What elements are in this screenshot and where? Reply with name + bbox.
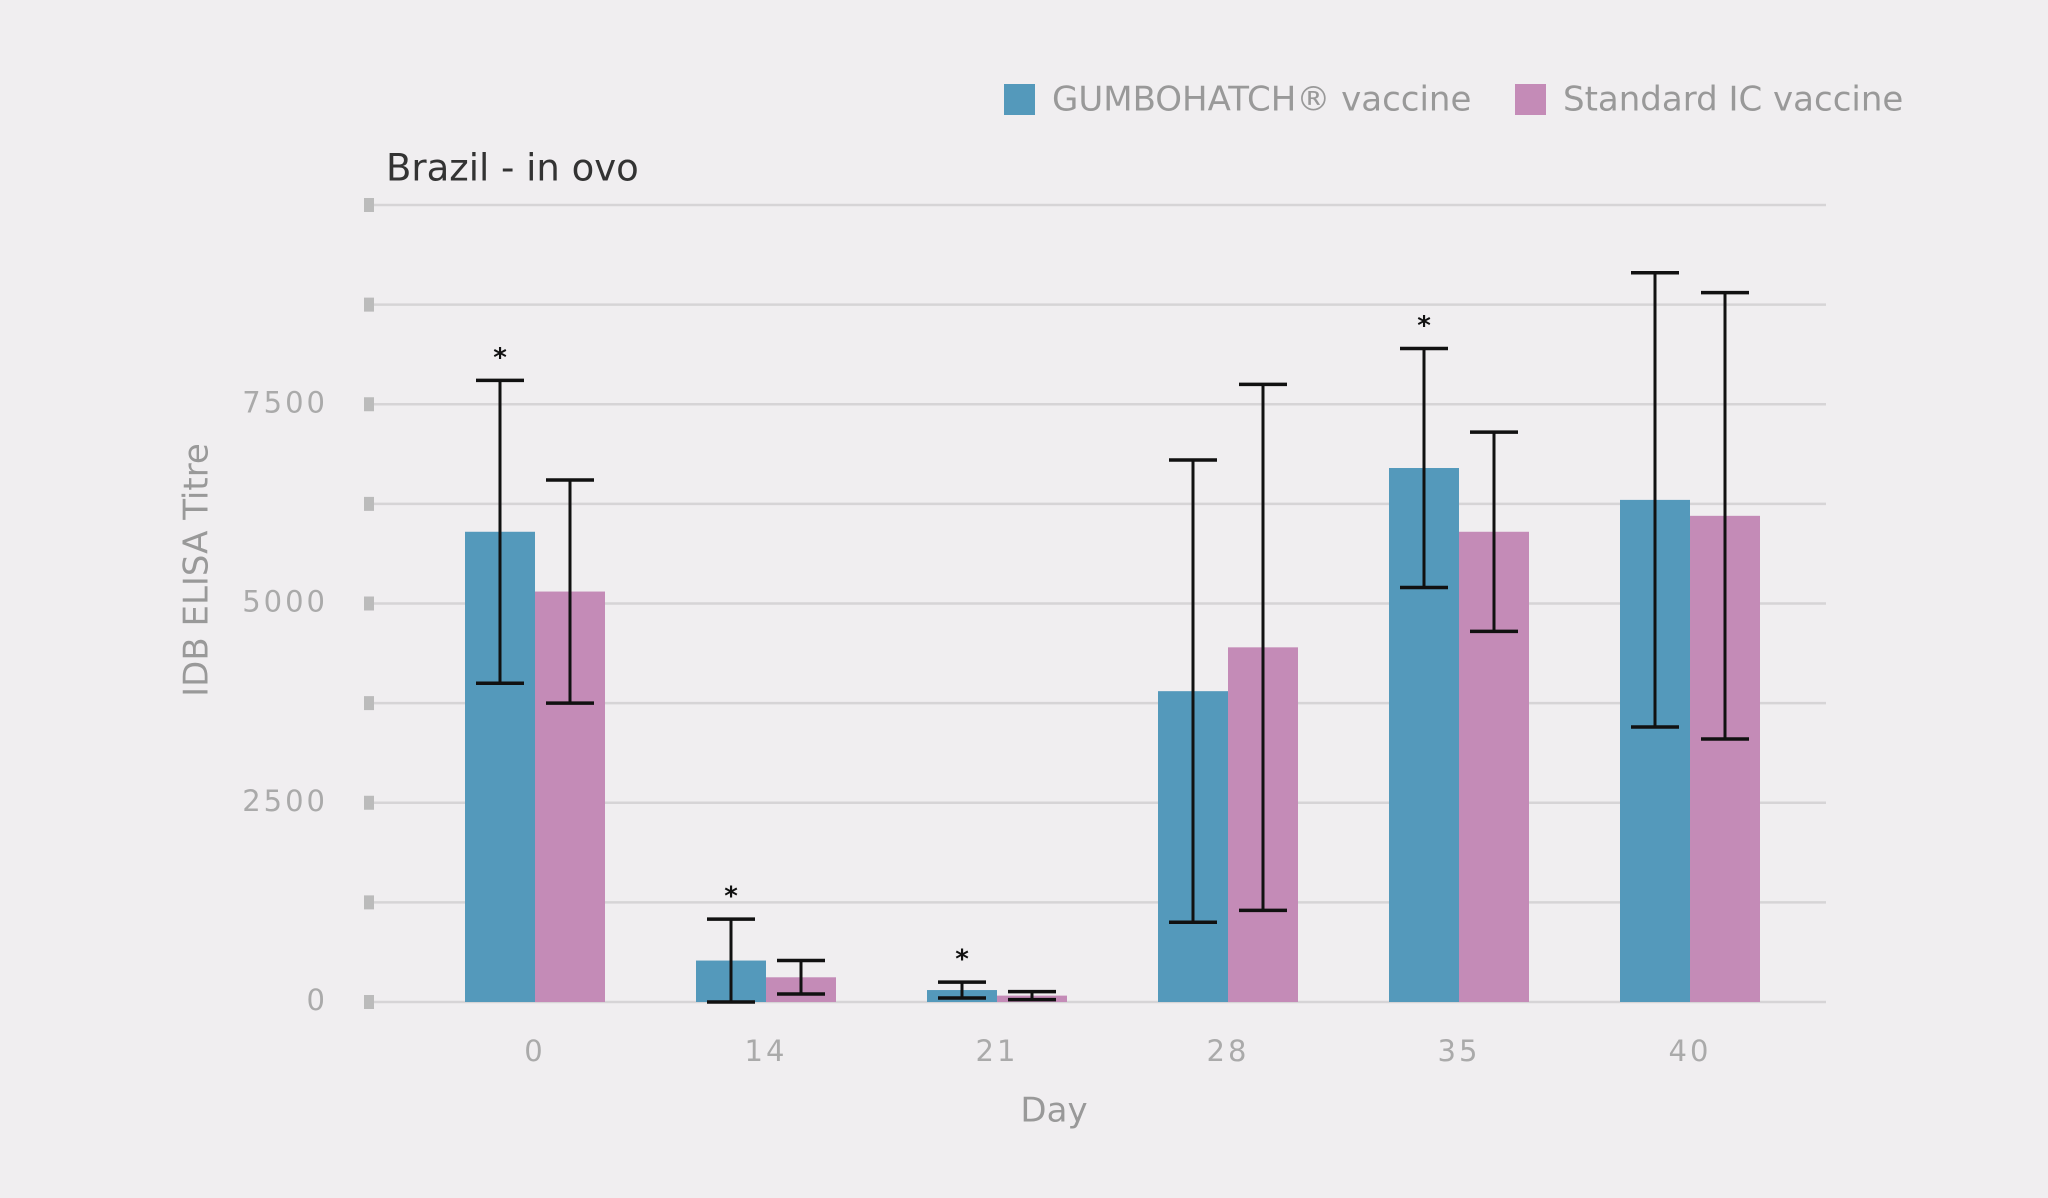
legend-swatch [1515, 84, 1546, 115]
y-tick-mark [364, 795, 374, 810]
y-tick-mark [364, 596, 374, 611]
x-tick-label: 21 [976, 1034, 1019, 1068]
x-tick-label: 35 [1438, 1034, 1481, 1068]
legend-swatch [1004, 84, 1035, 115]
x-tick-label: 14 [745, 1034, 788, 1068]
y-axis-label: IDB ELISA Titre [177, 443, 217, 697]
significance-marker: * [955, 945, 969, 975]
x-tick-label: 40 [1669, 1034, 1712, 1068]
y-tick-label: 7500 [242, 385, 328, 419]
y-tick-label: 5000 [242, 585, 328, 619]
significance-marker: * [493, 343, 507, 373]
chart-title: Brazil - in ovo [386, 147, 639, 190]
y-tick-label: 0 [307, 983, 328, 1017]
y-tick-mark [364, 397, 374, 412]
y-tick-mark [364, 995, 374, 1009]
x-tick-label: 0 [524, 1034, 545, 1068]
significance-marker: * [1417, 311, 1431, 341]
legend-label: GUMBOHATCH® vaccine [1052, 80, 1471, 120]
x-tick-label: 28 [1207, 1034, 1250, 1068]
legend-label: Standard IC vaccine [1563, 80, 1903, 120]
y-tick-mark [364, 297, 374, 312]
y-tick-mark [364, 895, 374, 910]
significance-marker: * [724, 882, 738, 912]
y-tick-mark [364, 696, 374, 711]
x-axis-label: Day [1020, 1091, 1087, 1131]
y-tick-label: 2500 [242, 784, 328, 818]
y-tick-mark [364, 198, 374, 212]
y-tick-mark [364, 496, 374, 511]
